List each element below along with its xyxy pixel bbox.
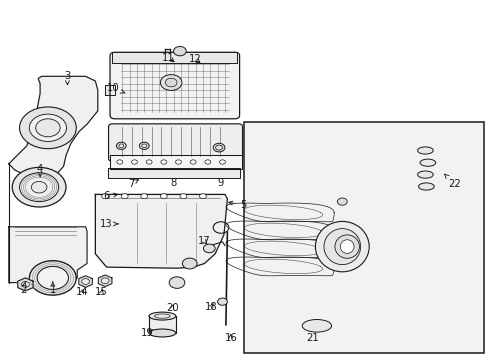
Circle shape: [161, 160, 166, 164]
Text: 13: 13: [100, 219, 118, 229]
Ellipse shape: [418, 183, 433, 190]
Ellipse shape: [148, 312, 176, 320]
Circle shape: [121, 194, 128, 199]
Polygon shape: [18, 278, 33, 291]
Circle shape: [204, 160, 210, 164]
Text: 9: 9: [217, 178, 224, 188]
Text: 8: 8: [170, 178, 176, 188]
Circle shape: [20, 107, 76, 149]
Circle shape: [12, 167, 66, 207]
Circle shape: [25, 177, 53, 197]
Ellipse shape: [323, 229, 360, 265]
Circle shape: [169, 277, 184, 288]
Text: 5: 5: [228, 200, 246, 210]
Circle shape: [182, 258, 197, 269]
Ellipse shape: [334, 235, 359, 258]
Circle shape: [160, 194, 167, 199]
Text: 20: 20: [165, 303, 178, 313]
Ellipse shape: [417, 171, 432, 178]
Text: 18: 18: [204, 302, 217, 312]
Circle shape: [337, 198, 346, 205]
Circle shape: [146, 160, 152, 164]
Circle shape: [219, 160, 225, 164]
Text: 22: 22: [444, 174, 460, 189]
Polygon shape: [95, 194, 227, 268]
Text: 12: 12: [189, 54, 202, 64]
Circle shape: [190, 160, 196, 164]
Circle shape: [101, 278, 109, 284]
Polygon shape: [79, 276, 92, 287]
FancyBboxPatch shape: [110, 52, 239, 119]
Polygon shape: [105, 85, 115, 95]
Text: 14: 14: [76, 287, 88, 297]
Circle shape: [119, 144, 123, 148]
Text: 11: 11: [162, 53, 175, 63]
Circle shape: [165, 78, 177, 87]
Polygon shape: [112, 52, 237, 63]
Polygon shape: [107, 168, 239, 178]
Text: 2: 2: [20, 282, 27, 295]
Text: 10: 10: [107, 83, 125, 93]
Circle shape: [21, 282, 29, 287]
Text: 16: 16: [224, 333, 237, 343]
Circle shape: [213, 143, 224, 152]
Circle shape: [142, 144, 146, 148]
Polygon shape: [98, 275, 112, 287]
Ellipse shape: [340, 240, 353, 253]
Circle shape: [29, 114, 66, 141]
Text: 1: 1: [49, 282, 56, 295]
Circle shape: [131, 160, 137, 164]
Circle shape: [102, 194, 108, 199]
Text: 6: 6: [103, 191, 117, 201]
Circle shape: [29, 261, 76, 295]
Ellipse shape: [302, 320, 331, 332]
Circle shape: [175, 160, 181, 164]
Circle shape: [139, 142, 149, 149]
Circle shape: [217, 298, 227, 305]
Circle shape: [141, 194, 147, 199]
Polygon shape: [148, 316, 176, 333]
Polygon shape: [9, 227, 87, 283]
Ellipse shape: [419, 159, 435, 166]
Text: 7: 7: [127, 179, 138, 189]
Text: 4: 4: [37, 164, 43, 177]
Text: 17: 17: [198, 236, 210, 246]
Circle shape: [20, 173, 59, 202]
Ellipse shape: [315, 221, 368, 272]
Bar: [110, 155, 242, 169]
Text: 19: 19: [141, 328, 154, 338]
Circle shape: [216, 145, 222, 150]
Circle shape: [215, 145, 222, 150]
Circle shape: [116, 142, 126, 149]
Circle shape: [173, 46, 186, 56]
Circle shape: [117, 160, 122, 164]
Circle shape: [36, 119, 60, 137]
Polygon shape: [9, 76, 98, 182]
Bar: [244, 122, 483, 353]
Circle shape: [199, 194, 206, 199]
Circle shape: [37, 266, 68, 289]
FancyBboxPatch shape: [108, 124, 242, 161]
Circle shape: [203, 244, 215, 253]
Text: 15: 15: [95, 287, 108, 297]
Circle shape: [31, 181, 47, 193]
Circle shape: [180, 194, 186, 199]
Ellipse shape: [417, 147, 432, 154]
Text: 3: 3: [64, 71, 70, 85]
Ellipse shape: [148, 329, 176, 337]
Text: 21: 21: [306, 333, 319, 343]
Circle shape: [160, 75, 182, 90]
Circle shape: [81, 279, 89, 284]
